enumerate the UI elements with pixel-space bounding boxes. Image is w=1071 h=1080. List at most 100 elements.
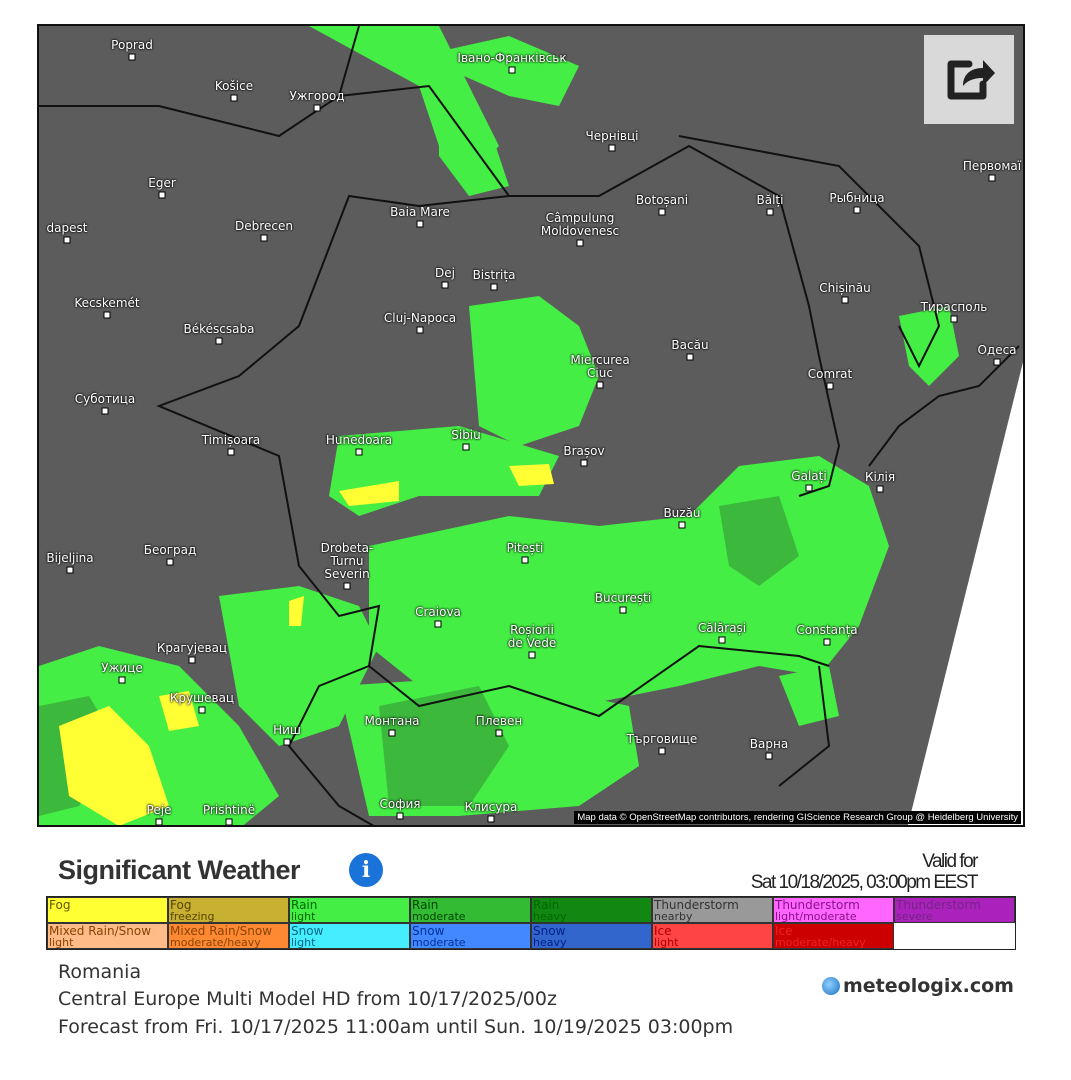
city-label: Békéscsaba (183, 322, 255, 336)
info-icon[interactable]: i (349, 853, 383, 887)
city-marker (521, 556, 529, 564)
legend-sublabel: moderate (412, 936, 466, 949)
meteologix-logo[interactable]: meteologix.com (822, 975, 1014, 997)
city-marker (826, 382, 834, 390)
city-label: Debrecen (235, 219, 293, 233)
legend-item: Snow heavy (531, 923, 652, 949)
city-marker (198, 706, 206, 714)
city-marker (166, 558, 174, 566)
city-label: Sibiu (451, 428, 481, 442)
city-marker (853, 206, 861, 214)
legend-item: Snow light (289, 923, 410, 949)
city-label: Bistrița (472, 268, 516, 282)
city-marker (841, 296, 849, 304)
legend-label: Fog (170, 898, 192, 912)
city-label: Miercurea Ciuc (570, 353, 630, 380)
city-label: Београд (143, 543, 197, 557)
city-marker (950, 315, 958, 323)
city-label: Клисура (464, 800, 518, 814)
region-label: Romania (58, 961, 142, 983)
legend-item: Mixed Rain/Snow light (47, 923, 168, 949)
city-label: Câmpulung Moldovenesc (540, 211, 620, 238)
city-label: Рыбница (829, 191, 885, 205)
legend-item: Rain light (289, 897, 410, 923)
city-label: Brașov (563, 444, 605, 458)
city-label: Baia Mare (390, 205, 450, 219)
city-marker (580, 459, 588, 467)
city-label: Buzău (663, 506, 701, 520)
legend-sublabel: light (49, 936, 74, 949)
city-marker (225, 818, 233, 825)
city-label: Одеса (977, 343, 1017, 357)
legend-item: Snow moderate (410, 923, 531, 949)
city-label: Ниш (273, 723, 301, 737)
city-label: Comrat (807, 367, 853, 381)
city-marker (805, 484, 813, 492)
city-marker (215, 337, 223, 345)
city-marker (766, 208, 774, 216)
city-label: București (594, 591, 652, 605)
city-marker (765, 752, 773, 760)
city-marker (876, 485, 884, 493)
share-button[interactable] (924, 35, 1014, 124)
city-marker (528, 651, 536, 659)
share-icon (947, 59, 995, 99)
city-marker (596, 381, 604, 389)
city-label: Крагујевац (156, 641, 228, 655)
legend-sublabel: moderate (412, 910, 466, 923)
city-marker (416, 326, 424, 334)
legend-item: Fog (47, 897, 168, 923)
legend-sublabel: light (291, 936, 316, 949)
city-marker (416, 220, 424, 228)
city-label: Чернівці (585, 129, 639, 143)
city-marker (230, 94, 238, 102)
legend-item: Fog freezing (168, 897, 289, 923)
city-label: Peje (146, 803, 172, 817)
precipitation-layer (39, 26, 1023, 825)
legend-label: Thunderstorm (654, 898, 739, 912)
city-label: Търговище (626, 732, 698, 746)
city-label: Košice (214, 79, 254, 93)
city-label: dapest (46, 221, 88, 235)
legend-label: Snow (291, 924, 324, 938)
city-marker (686, 353, 694, 361)
city-marker (993, 358, 1001, 366)
city-label: Dej (435, 266, 455, 280)
fog-areas (59, 464, 554, 825)
legend-sublabel: moderate/heavy (170, 936, 261, 949)
city-label: Hunedoara (325, 433, 393, 447)
city-marker (101, 407, 109, 415)
legend-title: Significant Weather (58, 855, 301, 885)
city-marker (988, 174, 996, 182)
city-marker (63, 236, 71, 244)
city-label: Galați (791, 469, 827, 483)
legend-label: Rain (412, 898, 439, 912)
legend-item: Rain heavy (531, 897, 652, 923)
city-marker (155, 818, 163, 825)
city-marker (823, 638, 831, 646)
city-marker (658, 747, 666, 755)
valid-datetime: Sat 10/18/2025, 03:00pm EEST (750, 872, 979, 893)
city-marker (188, 656, 196, 664)
city-label: Монтана (364, 714, 420, 728)
legend-item: Ice moderate/heavy (773, 923, 894, 949)
city-marker (355, 448, 363, 456)
city-label: Суботица (74, 392, 136, 406)
city-marker (313, 104, 321, 112)
city-marker (227, 448, 235, 456)
forecast-range: Forecast from Fri. 10/17/2025 11:00am un… (58, 1016, 734, 1038)
map-attribution[interactable]: Map data © OpenStreetMap contributors, r… (574, 811, 1021, 824)
legend-sublabel: light (291, 910, 316, 923)
weather-legend: Fog Fog freezing Rain light Rain moderate Rain h… (46, 896, 1016, 950)
city-label: Craiova (415, 605, 461, 619)
city-label: Івано-Франківськ (457, 51, 567, 65)
legend-item: Ice light (652, 923, 773, 949)
city-label: Кілія (864, 470, 896, 484)
legend-label: Ice (654, 924, 672, 938)
city-label: Călărași (697, 621, 747, 635)
city-marker (576, 239, 584, 247)
city-label: Ужгород (289, 89, 345, 103)
legend-sublabel: severe (896, 910, 933, 923)
weather-map[interactable]: Poprad Košice Ужгород Івано-Франківськ Черні… (37, 24, 1025, 827)
city-marker (158, 191, 166, 199)
